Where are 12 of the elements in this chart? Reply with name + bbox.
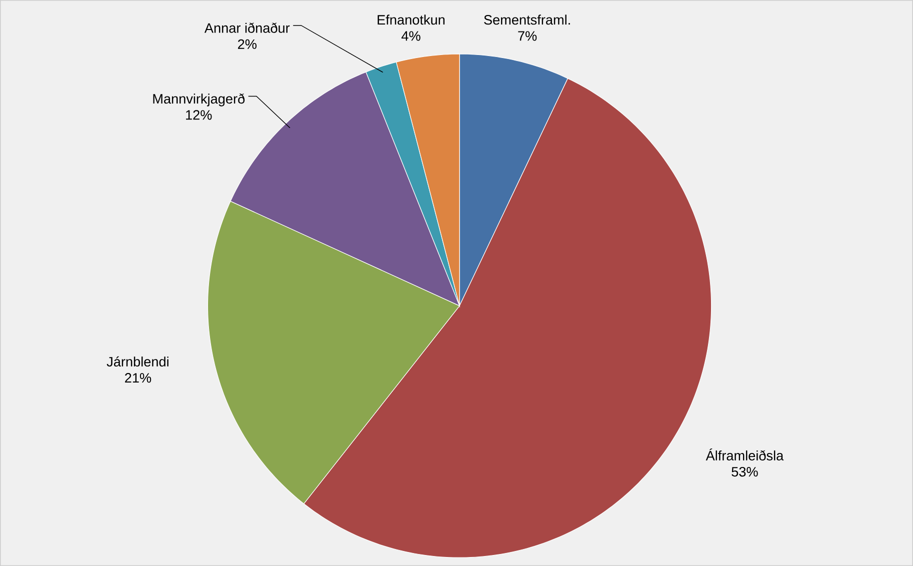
slice-label: Mannvirkjagerð <box>153 93 245 106</box>
slice-label: Sementsframl. <box>484 14 570 25</box>
data-label: 7% <box>518 31 537 41</box>
data-label: 12% <box>186 110 212 120</box>
slice-label: Efnanotkun <box>378 14 445 25</box>
slice-label: Járnblendi <box>106 356 168 366</box>
slice-label: Álframleiðsla <box>706 448 784 460</box>
data-label: 2% <box>238 39 257 49</box>
slice-label: Annar iðnaður <box>204 22 290 33</box>
data-label: 53% <box>732 466 758 477</box>
data-label: 4% <box>401 31 420 41</box>
data-label: 21% <box>125 373 152 383</box>
